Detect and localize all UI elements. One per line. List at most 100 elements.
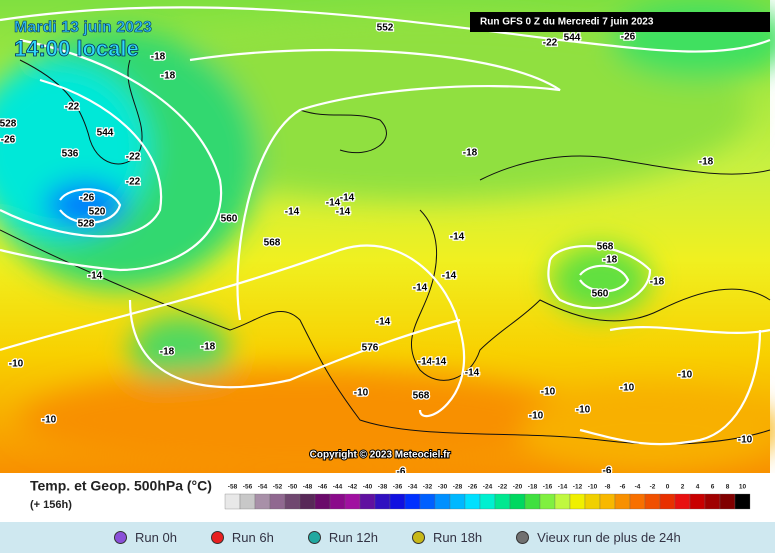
- contour-label: -6: [603, 466, 612, 477]
- contour-label: -14: [88, 271, 103, 282]
- colorbar-swatch: [554, 493, 571, 510]
- legend-lead: (+ 156h): [30, 499, 72, 511]
- contour-label: 544: [564, 33, 581, 44]
- colorbar-label: 4: [696, 484, 700, 491]
- geopotential-contours: [0, 6, 771, 446]
- run-label: Run 0h: [135, 530, 177, 545]
- contour-label: -10: [620, 383, 635, 394]
- contour-label: 568: [597, 242, 614, 253]
- contour-label: -26: [1, 135, 16, 146]
- run-dot: [114, 531, 127, 544]
- run-label: Run 18h: [433, 530, 483, 545]
- contour-label: 544: [97, 128, 114, 139]
- run-option[interactable]: Run 0h: [114, 530, 177, 545]
- colorbar-swatch: [704, 493, 721, 510]
- run-dot: [210, 531, 224, 544]
- colorbar-swatch: [359, 493, 376, 510]
- run-option[interactable]: Run 18h: [412, 530, 482, 545]
- run-option[interactable]: Run 6h: [210, 530, 274, 545]
- colorbar-swatch: [689, 493, 706, 510]
- contour-label: -14: [432, 357, 447, 368]
- contour-label: -10: [354, 388, 369, 399]
- contour-label: -10: [529, 411, 544, 422]
- colorbar-swatch: [314, 493, 331, 510]
- colorbar-label: -40: [363, 484, 373, 491]
- run-dot: [412, 531, 425, 544]
- copyright: Copyright © 2023 Meteociel.fr: [310, 450, 451, 461]
- colorbar-label: 10: [739, 484, 747, 491]
- colorbar-swatch: [284, 493, 301, 510]
- colorbar-label: -26: [468, 484, 478, 491]
- contour-label: 560: [592, 289, 609, 300]
- run-label: Vieux run de plus de 24h: [537, 530, 681, 545]
- contour-label: -14: [450, 232, 465, 243]
- contour-label: -18: [151, 52, 166, 63]
- contour-label: -22: [543, 38, 558, 49]
- contour-label: -18: [603, 255, 618, 266]
- contour-label: 560: [221, 214, 238, 225]
- contour-label: -22: [126, 152, 141, 163]
- contour-label: 528: [0, 119, 17, 130]
- colorbar-label: -8: [605, 484, 611, 491]
- colorbar-swatch: [644, 493, 661, 510]
- contour-label: -14: [340, 193, 355, 204]
- colorbar-label: -56: [243, 484, 253, 491]
- run-info: Run GFS 0 Z du Mercredi 7 juin 2023: [480, 17, 654, 28]
- colorbar-swatch: [569, 493, 586, 510]
- legend-title: Temp. et Geop. 500hPa (°C): [30, 478, 212, 494]
- colorbar-swatch: [719, 493, 736, 510]
- colorbar-swatch: [524, 493, 541, 510]
- run-banner: [470, 12, 770, 32]
- contour-label: 568: [413, 391, 430, 402]
- contour-label: 552: [377, 23, 394, 34]
- contour-label: -10: [541, 387, 556, 398]
- colorbar-label: -50: [288, 484, 298, 491]
- contour-label: -14: [336, 207, 351, 218]
- colorbar-swatch: [584, 493, 601, 510]
- colorbar-swatch: [539, 493, 556, 510]
- colorbar-swatch: [599, 493, 616, 510]
- colorbar-label: -30: [438, 484, 448, 491]
- contour-label: -14: [442, 271, 457, 282]
- colorbar-swatch: [734, 493, 751, 510]
- contour-labels: 552 -22 544 -26 -18 -18 -22 544 528 -26 536 -22 -22 -…: [0, 21, 754, 479]
- colorbar-label: -4: [635, 484, 641, 491]
- run-option[interactable]: Vieux run de plus de 24h: [516, 530, 681, 545]
- contour-label: -14: [465, 368, 480, 379]
- colorbar-swatch: [449, 493, 466, 510]
- contour-label: -14: [326, 198, 341, 209]
- colorbar-swatch: [479, 493, 496, 510]
- colorbar-swatch: [614, 493, 631, 510]
- contour-label: -6: [397, 467, 406, 478]
- contour-label: -22: [65, 102, 80, 113]
- colorbar-label: 0: [666, 484, 670, 491]
- contour-label: 528: [78, 219, 95, 230]
- forecast-date: Mardi 13 juin 2023: [14, 19, 152, 36]
- map: 552 -22 544 -26 -18 -18 -22 544 528 -26 536 -22 -22 -…: [0, 0, 775, 511]
- contour-label: 536: [62, 149, 79, 160]
- colorbar-swatch: [629, 493, 646, 510]
- contour-label: -18: [160, 347, 175, 358]
- colorbar-label: 8: [726, 484, 730, 491]
- contour-label: -10: [678, 370, 693, 381]
- run-option[interactable]: Run 12h: [307, 530, 378, 545]
- contour-label: -26: [80, 193, 95, 204]
- contour-label: -14: [376, 317, 391, 328]
- run-dot: [307, 531, 321, 544]
- colorbar-swatch: [269, 493, 286, 510]
- temperature-field: [0, 0, 775, 470]
- colorbar-swatch: [659, 493, 676, 510]
- contour-label: 576: [362, 343, 379, 354]
- run-label: Run 6h: [231, 530, 274, 545]
- colorbar-label: 2: [681, 484, 685, 491]
- contour-label: -10: [42, 415, 57, 426]
- colorbar-swatch: [464, 493, 481, 510]
- colorbar-swatch: [254, 493, 271, 510]
- colorbar-label: -28: [453, 484, 463, 491]
- colorbar-label: -14: [558, 484, 568, 491]
- colorbar-swatch: [239, 493, 256, 510]
- colorbar-label: -22: [498, 484, 508, 491]
- colorbar-swatch: [509, 493, 526, 510]
- run-dot: [516, 531, 530, 544]
- colorbar-label: -58: [228, 484, 238, 491]
